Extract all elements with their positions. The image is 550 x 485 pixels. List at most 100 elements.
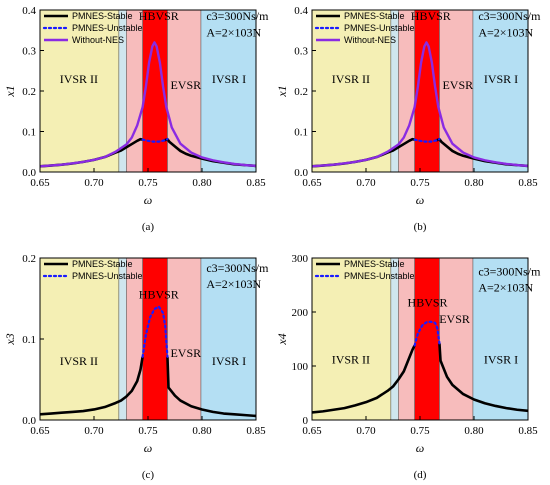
- x-axis-label: ω: [416, 193, 424, 207]
- region-band: [472, 10, 528, 172]
- series-group: [39, 41, 257, 168]
- x-tick-label: 0.70: [84, 425, 104, 437]
- region-label: IVSR I: [484, 352, 518, 366]
- parameter-annotation: A=2×103N: [478, 280, 533, 294]
- region-band: [398, 10, 415, 172]
- region-label: IVSR I: [212, 72, 246, 86]
- y-tick-label: 100: [292, 361, 309, 373]
- y-tick-label: 200: [292, 307, 309, 319]
- y-tick-label: 0.1: [22, 127, 36, 139]
- legend-label: PMNES-Unstable: [72, 23, 143, 33]
- x-axis-label: ω: [144, 193, 152, 207]
- series-line-stable: [39, 356, 144, 416]
- series-line-stable: [311, 344, 416, 414]
- x-tick-label: 0.85: [518, 425, 538, 437]
- x-tick-label: 0.85: [246, 177, 266, 189]
- region-band: [390, 10, 399, 172]
- x-tick-label: 0.65: [30, 425, 50, 437]
- legend-label: PMNES-Stable: [344, 11, 405, 21]
- parameter-annotation: A=2×103N: [206, 25, 261, 39]
- region-band: [312, 10, 391, 172]
- region-band: [439, 258, 473, 420]
- x-tick-label: 0.65: [302, 177, 322, 189]
- parameter-annotation: c3=300Ns/m: [206, 9, 269, 23]
- y-tick-label: 0.0: [294, 167, 308, 179]
- x-tick-label: 0.65: [30, 177, 50, 189]
- y-tick-label: 0: [303, 415, 309, 427]
- series-line-stable: [166, 356, 257, 418]
- x-tick-label: 0.75: [410, 177, 430, 189]
- legend: PMNES-Stable PMNES-Unstable: [314, 259, 415, 281]
- x-tick-label: 0.75: [138, 425, 158, 437]
- x-tick-label: 0.70: [84, 177, 104, 189]
- parameter-annotation: A=2×103N: [206, 277, 261, 291]
- region-band: [126, 10, 143, 172]
- region-label: HBVSR: [411, 9, 451, 23]
- region-label: EVSR: [170, 346, 201, 360]
- x-axis-label: ω: [144, 441, 152, 455]
- series-group: [311, 41, 529, 168]
- y-axis-label: x4: [275, 333, 289, 345]
- panel-c: 0.65 0.70 0.75 0.80 0.85 0.0 0.1 0.2 ω x3 IVSR II H…: [3, 253, 269, 481]
- x-tick-label: 0.70: [356, 177, 376, 189]
- x-tick-label: 0.80: [464, 177, 484, 189]
- y-tick-label: 0.2: [22, 86, 36, 98]
- legend-label: Without-NES: [344, 35, 396, 45]
- region-label: IVSR I: [484, 72, 518, 86]
- panel-caption: (d): [414, 469, 427, 481]
- x-axis-label: ω: [416, 441, 424, 455]
- region-bands: [40, 10, 256, 172]
- series-line-stable: [438, 343, 529, 413]
- x-tick-label: 0.80: [192, 177, 212, 189]
- series-line-without: [39, 41, 257, 168]
- region-bands: [312, 10, 528, 172]
- parameter-annotation: c3=300Ns/m: [206, 261, 269, 275]
- legend-label: PMNES-Unstable: [344, 23, 415, 33]
- legend: PMNES-Stable PMNES-Unstable Without-NES: [42, 11, 143, 45]
- x-tick-label: 0.75: [410, 425, 430, 437]
- region-label: HBVSR: [139, 9, 179, 23]
- parameter-annotation: A=2×103N: [478, 25, 533, 39]
- x-tick-label: 0.85: [518, 177, 538, 189]
- y-axis-label: x1: [275, 85, 289, 97]
- region-band: [40, 258, 119, 420]
- y-tick-label: 0.2: [294, 86, 308, 98]
- legend-label: PMNES-Unstable: [72, 271, 143, 281]
- x-tick-label: 0.80: [464, 425, 484, 437]
- legend-label: Without-NES: [72, 35, 124, 45]
- legend-label: PMNES-Stable: [72, 259, 133, 269]
- x-tick-label: 0.80: [192, 425, 212, 437]
- y-tick-label: 0.4: [294, 5, 308, 17]
- region-label: EVSR: [439, 312, 470, 326]
- y-tick-label: 0.0: [22, 167, 36, 179]
- y-tick-label: 0.0: [22, 415, 36, 427]
- region-band: [398, 258, 415, 420]
- series-line-unstable: [413, 138, 441, 143]
- region-band: [200, 10, 256, 172]
- series-line-unstable: [141, 138, 169, 143]
- region-label: EVSR: [442, 78, 473, 92]
- region-band: [200, 258, 256, 420]
- region-band: [414, 258, 440, 420]
- series-line-unstable: [413, 320, 441, 347]
- y-tick-label: 0.3: [22, 46, 36, 58]
- legend-label: PMNES-Unstable: [344, 271, 415, 281]
- y-tick-label: 0.1: [294, 127, 308, 139]
- legend: PMNES-Stable PMNES-Unstable: [42, 259, 143, 281]
- panel-caption: (c): [142, 469, 155, 481]
- region-bands: [312, 258, 528, 420]
- region-band: [312, 258, 391, 420]
- region-band: [472, 258, 528, 420]
- region-band: [167, 258, 201, 420]
- legend-label: PMNES-Stable: [344, 259, 405, 269]
- region-label: HBVSR: [139, 288, 179, 302]
- series-group: [311, 320, 529, 414]
- y-axis-label: x1: [3, 85, 17, 97]
- region-label: IVSR II: [332, 72, 370, 86]
- y-tick-label: 300: [292, 253, 309, 265]
- region-band: [390, 258, 399, 420]
- x-tick-label: 0.65: [302, 425, 322, 437]
- panel-a: 0.65 0.70 0.75 0.80 0.85 0.0 0.1 0.2 0.3 0.4 ω x1 IV…: [3, 5, 269, 233]
